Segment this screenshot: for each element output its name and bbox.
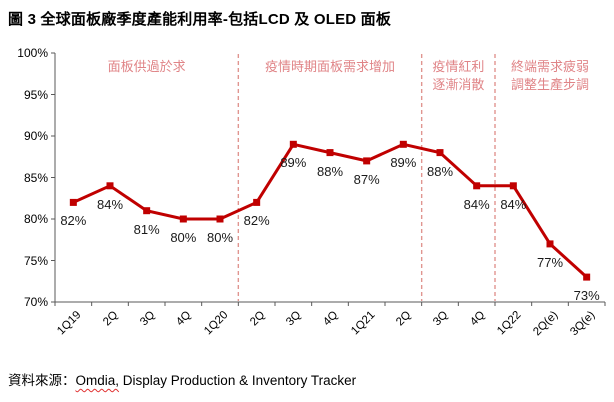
data-point-marker bbox=[436, 149, 444, 157]
data-point-label: 88% bbox=[316, 163, 344, 179]
data-point-marker bbox=[473, 182, 481, 190]
source-prefix: 資料來源： bbox=[8, 373, 76, 388]
phase-annotation-line: 逐漸消散 bbox=[432, 77, 485, 92]
data-point-label: 80% bbox=[170, 230, 197, 245]
data-point-label: 87% bbox=[353, 171, 380, 187]
data-point-marker bbox=[106, 182, 114, 190]
data-point-marker bbox=[216, 215, 224, 223]
data-point-label: 80% bbox=[206, 230, 234, 245]
chart-plot bbox=[51, 52, 606, 306]
source-omdia-link: Omdia, bbox=[75, 373, 120, 388]
figure-title: 圖 3 全球面板廠季度產能利用率-包括LCD 及 OLED 面板 bbox=[8, 11, 392, 28]
data-point-label: 89% bbox=[390, 155, 417, 171]
data-point-label: 82% bbox=[60, 213, 87, 229]
y-axis-label: 70% bbox=[23, 295, 48, 309]
data-point-label: 88% bbox=[426, 163, 454, 179]
data-point-marker bbox=[363, 157, 371, 165]
data-point-label: 84% bbox=[500, 196, 527, 212]
data-point-label: 84% bbox=[463, 196, 490, 212]
data-point-label: 73% bbox=[573, 288, 600, 304]
data-point-marker bbox=[69, 198, 77, 206]
chart-text-layer: 100% 95% 90% 85% 80% 75% 70% 1Q19 2Q 3Q 4Q 1Q20 2Q 3Q… bbox=[17, 46, 600, 338]
data-point-marker bbox=[253, 198, 261, 206]
data-point-marker bbox=[509, 182, 517, 190]
data-point-label: 77% bbox=[536, 254, 564, 270]
y-axis-label: 90% bbox=[23, 129, 48, 143]
y-axis-label: 75% bbox=[23, 253, 48, 268]
phase-annotation-line: 調整生產步調 bbox=[510, 77, 590, 92]
data-point-marker bbox=[143, 207, 151, 215]
data-point-label: 81% bbox=[133, 221, 160, 237]
phase-annotation: 終端需求疲弱 調整生產步調 bbox=[511, 58, 589, 94]
source-rest: Display Production & Inventory Tracker bbox=[119, 373, 357, 388]
phase-annotation-line: 終端需求疲弱 bbox=[510, 59, 590, 74]
data-point-marker bbox=[289, 140, 297, 148]
data-point-marker bbox=[399, 140, 407, 148]
phase-annotation: 疫情時期面板需求增加 bbox=[265, 58, 395, 76]
phase-annotation-line: 面板供過於求 bbox=[107, 59, 186, 74]
source-line: 資料來源：Omdia, Display Production & Invento… bbox=[8, 369, 356, 389]
y-axis-label: 85% bbox=[23, 170, 48, 185]
y-axis-label: 95% bbox=[23, 87, 48, 102]
data-point-marker bbox=[326, 149, 334, 157]
phase-annotation: 面板供過於求 bbox=[108, 58, 186, 76]
phase-annotation-line: 疫情時期面板需求增加 bbox=[264, 59, 396, 74]
data-point-marker bbox=[583, 273, 591, 281]
phase-annotation-line: 疫情紅利 bbox=[432, 59, 485, 74]
y-axis-label: 100% bbox=[17, 46, 48, 60]
phase-annotation: 疫情紅利 逐漸消散 bbox=[432, 58, 484, 94]
data-point-label: 89% bbox=[280, 155, 307, 171]
data-point-label: 82% bbox=[243, 213, 270, 229]
data-point-label: 84% bbox=[96, 196, 124, 212]
y-axis-label: 80% bbox=[23, 212, 48, 226]
data-point-marker bbox=[546, 240, 554, 248]
data-point-marker bbox=[179, 215, 187, 223]
